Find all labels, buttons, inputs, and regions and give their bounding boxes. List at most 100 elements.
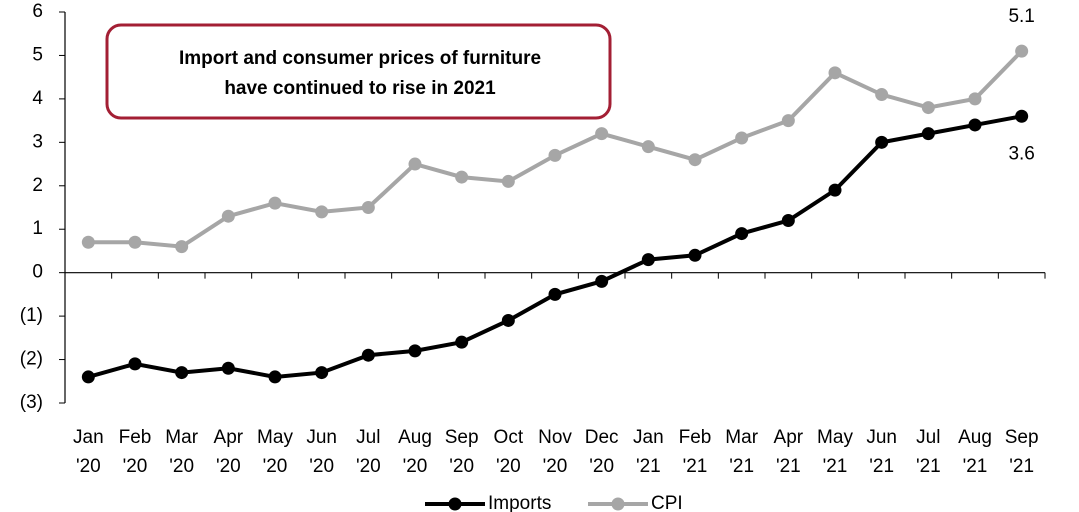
x-tick-label: Jan — [633, 427, 664, 448]
point — [408, 157, 422, 171]
point — [875, 135, 889, 149]
point — [968, 118, 982, 132]
point — [595, 127, 609, 141]
point — [128, 235, 142, 249]
point — [548, 287, 562, 301]
point — [408, 344, 422, 358]
x-tick-label: '21 — [683, 456, 708, 477]
data-label: 5.1 — [1008, 6, 1034, 27]
x-tick-label: May — [257, 427, 293, 448]
y-tick-label: 2 — [32, 175, 43, 196]
point — [688, 248, 702, 262]
point — [221, 361, 235, 375]
point — [735, 227, 749, 241]
point — [735, 131, 749, 145]
x-tick-label: Nov — [538, 427, 572, 448]
x-tick-label: '20 — [123, 456, 148, 477]
point — [361, 348, 375, 362]
point — [268, 196, 282, 210]
x-tick-label: Aug — [398, 427, 432, 448]
point — [1015, 109, 1029, 123]
x-tick-label: '20 — [496, 456, 521, 477]
y-tick-label: (3) — [20, 392, 43, 413]
point — [81, 235, 95, 249]
x-tick-label: '20 — [76, 456, 101, 477]
point — [688, 153, 702, 167]
point — [315, 205, 329, 219]
x-tick-label: '21 — [776, 456, 801, 477]
y-tick-label: 5 — [32, 44, 43, 65]
x-tick-label: '20 — [356, 456, 381, 477]
x-tick-label: Mar — [725, 427, 758, 448]
point — [968, 92, 982, 106]
legend-marker — [448, 497, 462, 511]
y-tick-label: 1 — [32, 218, 43, 239]
x-tick-label: '21 — [636, 456, 661, 477]
x-tick-label: '20 — [449, 456, 474, 477]
y-tick-label: 3 — [32, 131, 43, 152]
point — [221, 209, 235, 223]
x-tick-label: Apr — [774, 427, 804, 448]
y-tick-label: 6 — [32, 1, 43, 22]
x-tick-label: Jun — [306, 427, 337, 448]
point — [315, 366, 329, 380]
point — [875, 88, 889, 102]
x-tick-label: '20 — [543, 456, 568, 477]
x-tick-label: '20 — [263, 456, 288, 477]
point — [641, 253, 655, 267]
x-tick-label: Dec — [585, 427, 619, 448]
y-tick-label: 0 — [32, 262, 43, 283]
x-tick-label: '21 — [1009, 456, 1034, 477]
annotation: have continued to rise in 2021 — [224, 78, 496, 99]
x-tick-label: May — [817, 427, 853, 448]
x-tick-label: '21 — [869, 456, 894, 477]
data-label: 3.6 — [1008, 143, 1034, 164]
x-tick-label: '20 — [169, 456, 194, 477]
x-tick-label: Mar — [165, 427, 198, 448]
point — [81, 370, 95, 384]
x-tick-label: Jan — [73, 427, 104, 448]
point — [781, 114, 795, 128]
x-tick-label: '20 — [309, 456, 334, 477]
x-tick-label: '21 — [729, 456, 754, 477]
point — [595, 274, 609, 288]
y-tick-label: (1) — [20, 305, 43, 326]
point — [175, 240, 189, 254]
x-tick-label: '21 — [916, 456, 941, 477]
x-tick-label: '21 — [823, 456, 848, 477]
point — [455, 170, 469, 184]
x-tick-label: '21 — [963, 456, 988, 477]
point — [828, 183, 842, 197]
x-tick-label: Jun — [866, 427, 897, 448]
point — [268, 370, 282, 384]
point — [921, 101, 935, 115]
point — [1015, 44, 1029, 58]
x-tick-label: '20 — [589, 456, 614, 477]
x-tick-label: Sep — [445, 427, 479, 448]
y-tick-label: 4 — [32, 88, 43, 109]
point — [128, 357, 142, 371]
annotation: Import and consumer prices of furniture — [179, 48, 541, 69]
point — [501, 174, 515, 188]
legend-marker — [611, 497, 625, 511]
x-tick-label: Aug — [958, 427, 992, 448]
point — [361, 201, 375, 214]
legend-label: Imports — [488, 493, 551, 512]
x-tick-label: Feb — [679, 427, 712, 448]
x-tick-label: Feb — [119, 427, 152, 448]
point — [548, 148, 562, 162]
point — [641, 140, 655, 154]
x-tick-label: Apr — [214, 427, 244, 448]
x-tick-label: Jul — [916, 427, 940, 448]
point — [781, 214, 795, 228]
point — [828, 66, 842, 80]
x-tick-label: '20 — [403, 456, 428, 477]
y-tick-label: (2) — [20, 349, 43, 370]
point — [455, 335, 469, 349]
x-tick-label: Sep — [1005, 427, 1039, 448]
x-tick-label: '20 — [216, 456, 241, 477]
point — [175, 366, 189, 380]
annotation-box — [105, 23, 612, 120]
